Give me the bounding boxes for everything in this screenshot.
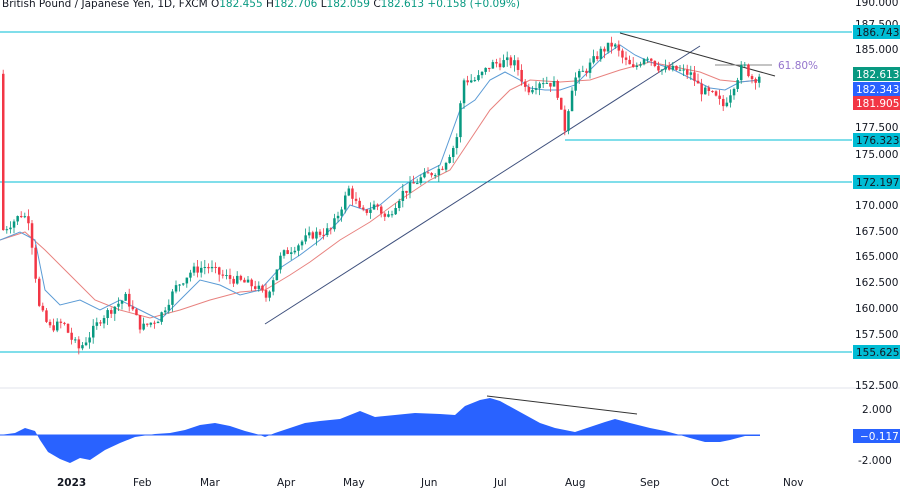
time-label-may: May [343, 477, 365, 489]
time-label-aug: Aug [565, 477, 586, 489]
last-price-tag [853, 67, 900, 81]
price-tick: 170.000 [855, 200, 898, 212]
level-tag-155-text: 155.625 [856, 347, 899, 359]
oscillator-tick: 2.000 [862, 404, 892, 416]
fast-ma-text: 182.343 [856, 84, 899, 96]
level-tag-172 [853, 175, 900, 189]
level-tag-155 [853, 345, 900, 359]
price-tick: 167.500 [855, 226, 898, 238]
oscillator-divergence-line[interactable] [486, 395, 638, 415]
price-tick: 175.000 [855, 149, 898, 161]
symbol-title: British Pound / Japanese Yen, 1D, FXCM [2, 0, 208, 10]
candlestick-series [2, 36, 761, 355]
open-value: 182.455 [219, 0, 263, 10]
oscillator-tick: -2.000 [858, 455, 892, 467]
descending-trendline[interactable] [619, 32, 776, 77]
fast-moving-average [0, 44, 761, 321]
time-label-apr: Apr [277, 477, 296, 489]
price-tick: 177.500 [855, 122, 898, 134]
slow-ma-tag [853, 96, 900, 110]
slow-ma-text: 181.905 [856, 98, 899, 110]
chart-legend: British Pound / Japanese Yen, 1D, FXCM O… [2, 0, 520, 10]
close-value: 182.613 [380, 0, 425, 10]
price-tick: 162.500 [855, 277, 898, 289]
time-label-feb: Feb [133, 477, 152, 489]
time-label-jun: Jun [420, 477, 437, 489]
price-tick: 157.500 [855, 329, 898, 341]
time-label-2023: 2023 [57, 477, 86, 489]
price-tick: 190.000 [855, 0, 898, 9]
close-label: C [373, 0, 381, 10]
price-tick: 165.000 [855, 251, 898, 263]
level-tag-176-text: 176.323 [856, 135, 899, 147]
time-label-oct: Oct [711, 477, 729, 489]
time-label-sep: Sep [640, 477, 660, 489]
fast-ma-tag [853, 82, 900, 96]
level-tag-186-text: 186.743 [856, 27, 899, 39]
fib-label: 61.80% [778, 60, 818, 72]
price-tick: 160.000 [855, 303, 898, 315]
last-price-text: 182.613 [856, 69, 899, 81]
high-value: 182.706 [273, 0, 318, 10]
level-tag-176 [853, 133, 900, 147]
low-label: L [320, 0, 327, 10]
high-label: H [266, 0, 274, 10]
ascending-trendline[interactable] [264, 45, 701, 325]
time-label-nov: Nov [783, 477, 804, 489]
low-value: 182.059 [326, 0, 370, 10]
level-tag-172-text: 172.197 [856, 177, 899, 189]
oscillator-area [0, 398, 760, 463]
time-label-mar: Mar [200, 477, 220, 489]
time-label-jul: Jul [493, 477, 507, 489]
price-tick: 185.000 [855, 44, 898, 56]
price-tick: 152.500 [855, 380, 898, 392]
oscillator-value-text: −0.117 [860, 431, 899, 443]
change-value: +0.158 (+0.09%) [427, 0, 520, 10]
oscillator-value-tag [853, 429, 900, 443]
level-tag-186 [853, 25, 900, 39]
open-label: O [210, 0, 220, 10]
slow-moving-average [0, 61, 761, 319]
